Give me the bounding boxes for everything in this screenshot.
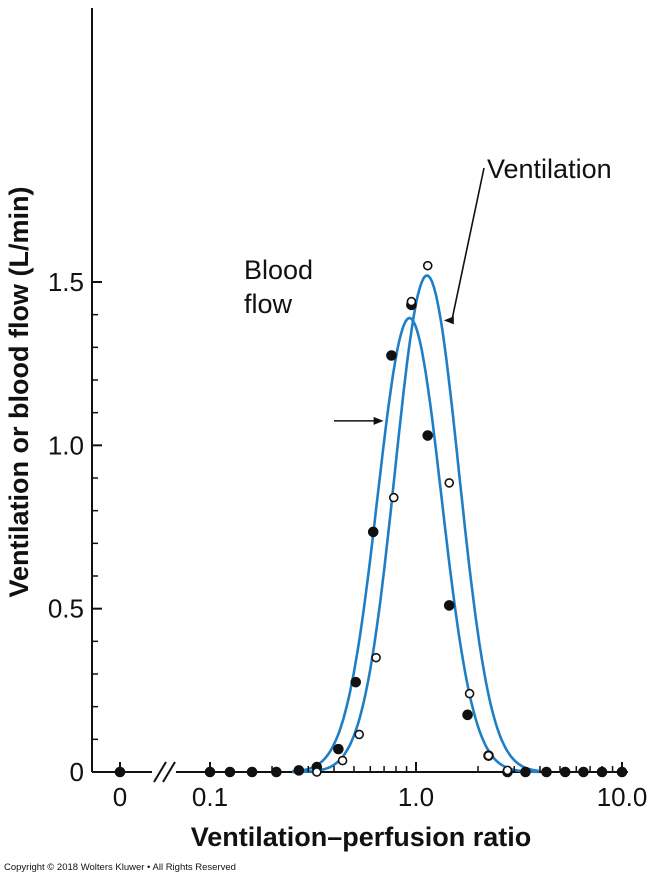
blood-flow-point <box>462 709 473 721</box>
blood-flow-point <box>224 766 236 778</box>
x-tick-label: 0 <box>113 782 127 812</box>
y-tick-label: 1.0 <box>48 430 84 460</box>
ventilation-point <box>312 767 322 777</box>
blood-flow-point <box>386 350 397 361</box>
blood-flow-point <box>293 765 305 776</box>
blood-flow-point <box>443 600 455 611</box>
blood-flow-point <box>520 766 531 778</box>
copyright-notice: Copyright © 2018 Wolters Kluwer • All Ri… <box>4 862 236 873</box>
ventilation-point <box>388 492 399 503</box>
chart-curves <box>291 274 540 774</box>
blood-flow-point <box>246 766 258 778</box>
blood-flow-point <box>422 430 434 441</box>
blood-flow-point <box>271 766 282 778</box>
y-tick-label: 0.5 <box>48 594 84 624</box>
chart-axes <box>91 8 628 783</box>
blood-flow-point <box>559 766 571 778</box>
ventilation-arrow <box>451 167 485 321</box>
chart-ticks: 0 0.5 1.0 1.5 0 0.1 1.0 10.0 <box>48 267 647 812</box>
ventilation-point <box>422 260 433 271</box>
ventilation-point <box>464 688 475 699</box>
blood-flow-label: flow <box>244 289 293 319</box>
axis-break-mark <box>162 761 176 783</box>
blood-flow-point <box>541 766 552 778</box>
ventilation-label: Ventilation <box>487 154 612 184</box>
ventilation-point <box>502 765 513 776</box>
ventilation-point <box>371 652 381 663</box>
blood-flow-arrowhead <box>373 416 384 425</box>
ventilation-point <box>483 750 494 761</box>
blood-flow-point <box>367 526 379 538</box>
chart-annotations: Ventilation Blood flow <box>244 154 612 425</box>
blood-flow-point <box>333 743 344 755</box>
ventilation-point <box>337 755 348 766</box>
ventilation-arrowhead <box>443 316 454 325</box>
y-axis-title: Ventilation or blood flow (L/min) <box>4 187 34 598</box>
x-axis-title: Ventilation–perfusion ratio <box>191 822 532 852</box>
ventilation-point <box>354 729 365 740</box>
ventilation-curve <box>292 274 540 774</box>
blood-flow-curve <box>291 316 540 774</box>
blood-flow-label: Blood <box>244 255 313 285</box>
chart-points <box>114 260 628 778</box>
ventilation-point <box>444 478 455 488</box>
x-tick-label: 1.0 <box>398 782 434 812</box>
x-tick-label: 10.0 <box>597 782 648 812</box>
y-tick-label: 1.5 <box>48 267 84 297</box>
x-tick-label: 0.1 <box>192 782 228 812</box>
blood-flow-point <box>350 676 362 688</box>
y-tick-label: 0 <box>70 757 84 787</box>
ventilation-point <box>406 296 417 307</box>
axis-break-mark <box>153 761 167 783</box>
blood-flow-point <box>578 766 589 778</box>
